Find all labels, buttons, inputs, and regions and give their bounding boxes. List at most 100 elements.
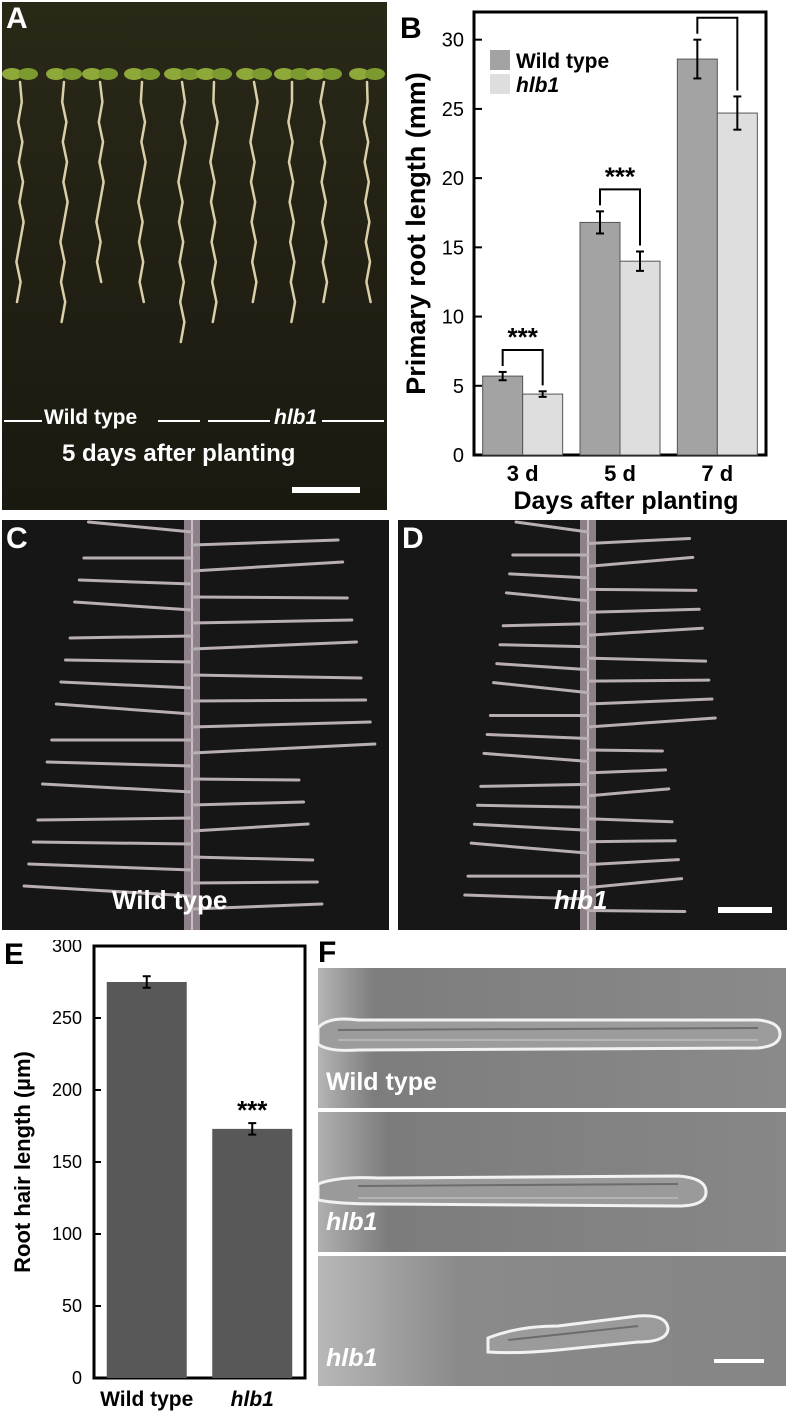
root-hair — [190, 673, 363, 680]
root-hair — [586, 817, 674, 824]
significance-bracket — [501, 348, 544, 386]
panel-a-scale-bar — [292, 487, 360, 493]
seedling-cotyledon — [306, 68, 326, 80]
wild-type-divider-line — [4, 420, 42, 422]
seedling-cotyledon — [290, 68, 310, 80]
root-hair — [54, 702, 194, 716]
seedling-root — [95, 80, 105, 284]
root-hair — [586, 716, 717, 729]
panel-f-label-3: hlb1 — [326, 1344, 378, 1372]
seedling-cotyledon — [236, 68, 256, 80]
seedling-cotyledon — [212, 68, 232, 80]
root-hair — [31, 840, 194, 846]
seedlings-illustration — [2, 2, 387, 510]
seedling-cotyledon — [252, 68, 272, 80]
significance-label: *** — [702, 10, 733, 20]
x-tick-label: 3 d — [507, 461, 539, 486]
seedling-root — [15, 80, 25, 304]
root-hair — [87, 520, 194, 534]
root-hair — [586, 626, 704, 637]
significance-bracket — [696, 16, 739, 91]
seedling-cotyledon — [82, 68, 102, 80]
root-hair — [495, 662, 590, 672]
hlb1-divider-line-2 — [322, 420, 384, 422]
root-hair — [41, 782, 194, 794]
panel-d-letter: D — [402, 522, 424, 555]
panel-f-label-1: Wild type — [326, 1068, 437, 1096]
root-hair — [586, 697, 714, 706]
panel-d-scale-bar — [718, 907, 772, 913]
y-tick-label: 30 — [442, 30, 464, 52]
root-hair — [586, 858, 680, 867]
root-hair — [586, 656, 708, 663]
y-tick-label: 15 — [442, 237, 464, 259]
root-hair — [36, 816, 194, 822]
wild-type-root-hair-illustration — [318, 968, 786, 1108]
root-hair — [73, 600, 194, 612]
seedling-cotyledon — [18, 68, 38, 80]
panel-a-letter: A — [6, 2, 28, 35]
bar-hlb1 — [522, 393, 564, 456]
y-tick-label: 5 — [453, 376, 464, 398]
legend-swatch — [490, 50, 510, 70]
root-hair — [482, 751, 590, 763]
root-hair — [68, 634, 194, 640]
root-hair — [586, 768, 668, 775]
legend-label: hlb1 — [516, 74, 559, 97]
root-hair — [190, 538, 340, 547]
panel-f-scale-bar — [714, 1359, 764, 1363]
root-hair — [508, 572, 590, 580]
panel-f-image-2: hlb1 — [318, 1112, 786, 1252]
seedling-cotyledon — [124, 68, 144, 80]
root-hair — [190, 698, 368, 703]
seedling-cotyledon — [196, 68, 216, 80]
hlb1-root-hair-illustration-1 — [318, 1112, 786, 1252]
seedling-cotyledon — [274, 68, 294, 80]
root-hair — [64, 658, 194, 664]
root-hair — [586, 787, 671, 798]
root-hair — [492, 681, 590, 695]
panel-e-letter: E — [4, 938, 25, 971]
seedling-root — [177, 80, 187, 344]
seedling-cotyledon — [98, 68, 118, 80]
y-tick-label: 10 — [442, 307, 464, 329]
root-hair — [586, 877, 684, 890]
root-hair — [59, 680, 194, 690]
wild-type-label: Wild type — [44, 406, 138, 429]
x-tick-label: Wild type — [100, 1388, 193, 1411]
root-hair — [472, 822, 590, 832]
bar-hlb1 — [716, 112, 758, 456]
root-hair — [501, 622, 590, 628]
significance-bracket — [599, 188, 641, 246]
x-tick-label: 7 d — [701, 461, 733, 486]
root-hair — [190, 800, 306, 807]
panel-f-image-1: Wild type — [318, 968, 786, 1108]
root-hair — [190, 560, 345, 573]
y-tick-label: 0 — [453, 445, 464, 467]
y-tick-label: 100 — [52, 1224, 82, 1244]
panel-d-photo: hlb1 — [398, 520, 787, 930]
seedling-root — [249, 80, 259, 304]
root-hair — [498, 643, 590, 649]
bar-wild-type — [482, 375, 524, 456]
root-hair — [190, 902, 324, 911]
y-tick-label: 200 — [52, 1080, 82, 1100]
panel-a-photo: Wild type hlb1 5 days after planting — [2, 2, 387, 510]
legend-label: Wild type — [516, 50, 609, 73]
root-hair — [45, 760, 194, 768]
seedling-root — [319, 80, 329, 304]
y-tick-label: 300 — [52, 940, 82, 956]
seedling-cotyledon — [180, 68, 200, 80]
significance-label: *** — [605, 161, 636, 191]
root-hair — [586, 839, 677, 844]
y-tick-label: 20 — [442, 168, 464, 190]
bar-hlb1 — [619, 260, 661, 456]
root-hair — [190, 880, 319, 885]
seedling-cotyledon — [365, 68, 385, 80]
root-hair — [77, 578, 194, 586]
root-hair — [514, 520, 590, 534]
hlb1-root-hair-illustration-2 — [318, 1256, 786, 1386]
root-hair — [190, 640, 358, 651]
seedling-root — [59, 80, 69, 324]
